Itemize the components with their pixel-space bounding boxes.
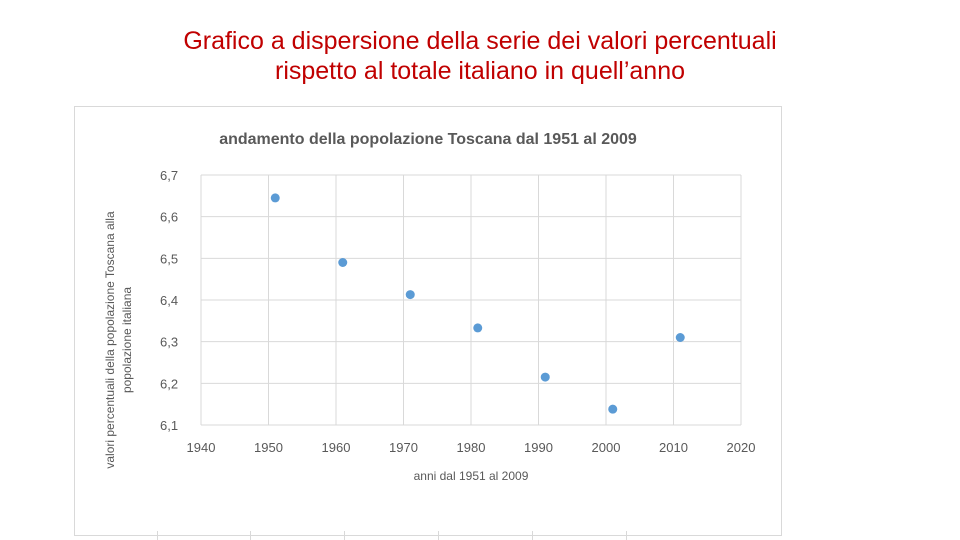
y-tick-label: 6,7	[160, 168, 178, 183]
y-tick-label: 6,1	[160, 418, 178, 433]
data-point	[338, 258, 348, 267]
x-tick-label: 1950	[254, 440, 283, 455]
slide-title-line-1: Grafico a dispersione della serie dei va…	[183, 27, 777, 55]
y-tick-label: 6,5	[160, 251, 178, 266]
frame-tick	[626, 531, 627, 540]
data-point	[270, 193, 280, 203]
x-tick-label: 1990	[524, 440, 553, 455]
data-point	[473, 323, 483, 333]
x-tick-label: 1980	[457, 440, 486, 455]
x-tick-label: 2010	[659, 440, 688, 455]
chart-frame	[74, 106, 782, 536]
data-point	[675, 333, 685, 342]
chart-frame-bottom-ticks	[74, 531, 782, 540]
frame-tick	[344, 531, 345, 540]
y-tick-label: 6,4	[160, 293, 178, 308]
frame-tick	[157, 531, 158, 540]
y-tick-labels: 6,1 6,2 6,3 6,4 6,5 6,6 6,7	[160, 168, 178, 433]
slide-title: Grafico a dispersione della serie dei va…	[0, 26, 960, 86]
data-point	[540, 372, 550, 382]
chart-title: andamento della popolazione Toscana dal …	[219, 131, 637, 148]
slide-title-line-2: rispetto al totale italiano in quell’ann…	[275, 57, 685, 85]
x-tick-label: 2000	[592, 440, 621, 455]
x-tick-labels: 1940 1950 1960 1970 1980 1990 2000 2010 2020	[187, 440, 756, 455]
x-tick-label: 2020	[727, 440, 756, 455]
y-tick-label: 6,2	[160, 376, 178, 391]
frame-tick	[438, 531, 439, 540]
y-axis-title-line-2: popolazione italiana	[120, 287, 134, 393]
x-axis-title: anni dal 1951 al 2009	[414, 469, 529, 483]
x-tick-label: 1960	[322, 440, 351, 455]
frame-tick	[250, 531, 251, 540]
data-point	[608, 404, 618, 414]
data-points	[270, 193, 685, 414]
grid-lines	[200, 174, 742, 426]
y-axis-title-line-1: valori percentuali della popolazione Tos…	[103, 211, 117, 469]
data-point	[405, 290, 415, 300]
y-tick-label: 6,6	[160, 210, 178, 225]
y-tick-label: 6,3	[160, 335, 178, 350]
x-tick-label: 1970	[389, 440, 418, 455]
x-tick-label: 1940	[187, 440, 216, 455]
frame-tick	[532, 531, 533, 540]
